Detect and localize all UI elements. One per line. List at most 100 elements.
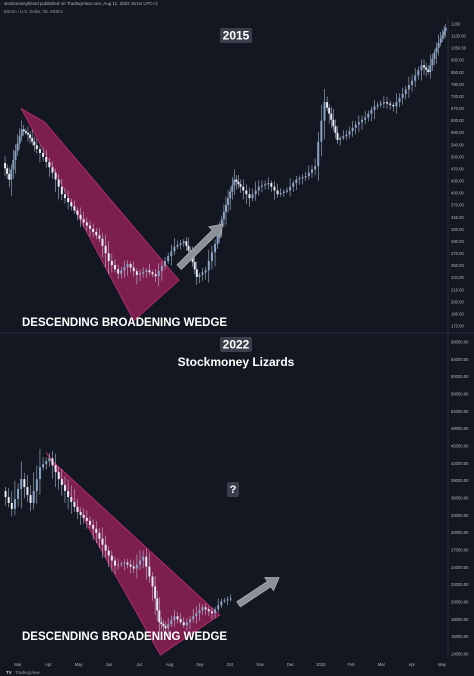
candle-body — [328, 107, 331, 114]
y-tick-label: 216.00 — [451, 287, 464, 292]
candle-body — [444, 27, 447, 32]
candle-body — [361, 119, 364, 123]
candle-body — [179, 243, 182, 245]
candle-body — [370, 109, 373, 114]
x-tick-label: Feb — [348, 662, 356, 667]
candle-body — [198, 274, 201, 277]
candle-body — [334, 126, 337, 133]
candle-body — [195, 613, 198, 617]
candle-body — [292, 183, 295, 187]
y-tick-label: 30000.00 — [451, 530, 469, 535]
candle-body — [367, 113, 370, 118]
candle-body — [320, 120, 323, 142]
candle-body — [95, 231, 98, 236]
candle-body — [117, 269, 120, 274]
candle-body — [54, 172, 57, 180]
candle-body — [79, 214, 82, 220]
candle-series — [4, 24, 447, 287]
candle-body — [317, 141, 320, 167]
candle-body — [326, 102, 329, 108]
candle-body — [273, 186, 276, 191]
candle-body — [354, 124, 357, 128]
candle-body — [185, 622, 188, 626]
candle-body — [431, 58, 434, 66]
y-tick-label: 630.00 — [451, 118, 464, 123]
y-tick-label: 790.00 — [451, 82, 464, 87]
y-tick-label: 39000.00 — [451, 478, 469, 483]
candle-body — [6, 168, 9, 174]
candle-body — [157, 270, 160, 277]
candle-body — [301, 177, 304, 179]
candle-body — [214, 244, 217, 253]
candle-body — [129, 264, 132, 268]
candle-body — [73, 501, 76, 507]
x-tick-label: Apr — [45, 662, 52, 667]
y-tick-label: 670.00 — [451, 106, 464, 111]
candle-body — [142, 556, 145, 561]
y-tick-label: 56000.00 — [451, 392, 469, 397]
candle-body — [437, 43, 440, 48]
candle-body — [135, 564, 138, 569]
candle-body — [101, 538, 104, 545]
y-tick-label: 18000.00 — [451, 617, 469, 622]
candle-body — [82, 514, 85, 518]
candle-body — [225, 204, 227, 212]
x-tick-label: Jun — [105, 662, 112, 667]
candle-body — [139, 560, 142, 565]
candle-body — [364, 117, 367, 120]
x-tick-label: Apr — [408, 662, 415, 667]
candle-body — [229, 191, 232, 199]
candle-body — [414, 75, 417, 81]
year-label-box — [220, 28, 252, 43]
candle-body — [154, 586, 157, 599]
x-tick-label: Jul — [136, 662, 141, 667]
candle-body — [198, 610, 201, 614]
y-tick-label: 370.00 — [451, 203, 464, 208]
candle-body — [13, 498, 16, 509]
candle-body — [4, 491, 7, 497]
candle-body — [63, 194, 66, 199]
candle-body — [160, 622, 163, 625]
candle-body — [126, 562, 129, 565]
candle-body — [207, 609, 210, 612]
candle-body — [433, 52, 436, 59]
candle-body — [95, 528, 98, 533]
x-tick-label: Aug — [166, 662, 174, 667]
candle-body — [267, 183, 270, 185]
candle-body — [42, 152, 45, 157]
candle-body — [45, 156, 48, 162]
candle-body — [154, 274, 157, 277]
candle-body — [104, 245, 107, 254]
candle-body — [443, 31, 446, 35]
candle-body — [98, 235, 101, 239]
candle-body — [51, 458, 54, 466]
candle-body — [348, 131, 351, 135]
candle-body — [304, 176, 307, 178]
x-tick-label: Mar — [14, 662, 22, 667]
candle-body — [231, 185, 234, 192]
footer-brand: TradingView — [14, 670, 40, 675]
candle-body — [417, 70, 420, 76]
candle-body — [398, 97, 401, 103]
candle-body — [4, 163, 7, 169]
candle-body — [88, 520, 91, 525]
candle-body — [332, 119, 335, 127]
wedge-pattern — [20, 107, 180, 322]
candle-body — [439, 38, 442, 44]
candle-body — [429, 65, 432, 72]
candle-body — [26, 487, 29, 496]
candle-body — [85, 517, 88, 521]
candle-body — [110, 261, 113, 266]
chart-title: 2022 — [223, 338, 250, 352]
candle-body — [185, 241, 188, 246]
candle-body — [237, 181, 240, 185]
candle-body — [201, 272, 204, 275]
candle-body — [42, 464, 45, 468]
y-tick-label: 48000.00 — [451, 426, 469, 431]
candle-body — [407, 85, 410, 90]
candle-body — [373, 106, 376, 110]
candle-body — [148, 270, 151, 273]
y-tick-label: 270.00 — [451, 251, 464, 256]
candle-body — [67, 198, 70, 203]
